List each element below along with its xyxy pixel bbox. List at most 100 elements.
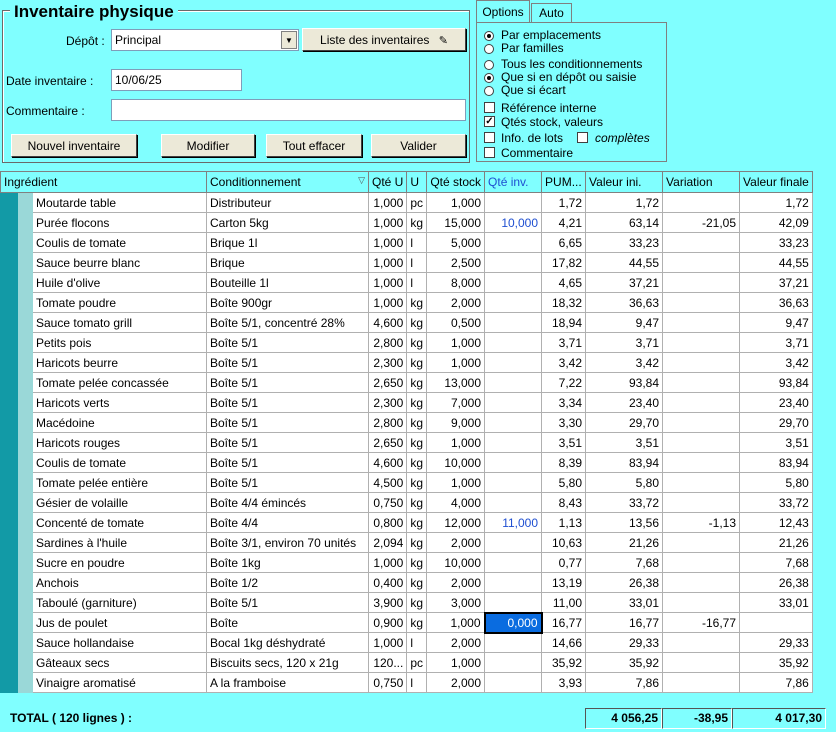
cell-qty-unit: 4,600 [367,452,408,473]
inventory-list-button[interactable]: Liste des inventaires ✎ [302,28,466,51]
cell-inv-qty[interactable] [484,392,543,413]
cell-initial-value: 7,68 [585,552,664,573]
row-indicator-secondary [17,512,33,533]
table-row[interactable]: Coulis de tomate Brique 1l 1,000 l 5,000 6,65… [0,232,813,253]
validate-button[interactable]: Valider [371,134,466,157]
row-indicator-secondary [17,192,33,213]
table-row[interactable]: Gésier de volaille Boîte 4/4 émincés 0,750… [0,492,813,513]
table-row[interactable]: Sucre en poudre Boîte 1kg 1,000 kg 10,000 0,7… [0,552,813,573]
column-header-inv-qty[interactable]: Qté inv. [484,171,543,193]
cell-final-value: 7,68 [739,552,813,573]
clear-all-button[interactable]: Tout effacer [266,134,362,157]
cell-inv-qty[interactable] [484,552,543,573]
table-row[interactable]: Jus de poulet Boîte 0,900 kg 1,000 0,000 16,77… [0,611,813,634]
radio-by-location[interactable] [484,31,494,41]
cell-inv-qty[interactable]: 0,000 [483,611,543,634]
cell-inv-qty[interactable] [484,472,543,493]
table-row[interactable]: Sauce beurre blanc Brique 1,000 l 2,500 17,82… [0,252,813,273]
table-row[interactable]: Coulis de tomate Boîte 5/1 4,600 kg 10,000 8,… [0,452,813,473]
radio-by-family[interactable] [484,44,494,54]
scrollbar[interactable] [828,171,836,693]
cell-qty-unit: 1,000 [367,292,408,313]
table-row[interactable]: Tomate poudre Boîte 900gr 1,000 kg 2,000 18,3… [0,292,813,313]
table-row[interactable]: Haricots verts Boîte 5/1 2,300 kg 7,000 3,34 2… [0,392,813,413]
table-row[interactable]: Haricots beurre Boîte 5/1 2,300 kg 1,000 3,42… [0,352,813,373]
radio-only-gap[interactable] [484,86,494,96]
column-header-unit[interactable]: U [406,171,428,193]
table-row[interactable]: Macédoine Boîte 5/1 2,800 kg 9,000 3,30 29,70 2… [0,412,813,433]
cell-initial-value: 83,94 [585,452,664,473]
table-row[interactable]: Taboulé (garniture) Boîte 5/1 3,900 kg 3,000… [0,592,813,613]
checkbox-internal-ref[interactable] [484,102,495,113]
cell-final-value [739,612,813,633]
cell-inv-qty[interactable] [484,492,543,513]
comment-field[interactable] [111,99,466,121]
table-row[interactable]: Sauce tomato grill Boîte 5/1, concentré 2… [0,312,813,333]
cell-inv-qty[interactable] [484,432,543,453]
chevron-down-icon[interactable]: ▼ [281,31,297,49]
column-header-qty-unit[interactable]: Qté U [367,171,408,193]
edit-button[interactable]: Modifier [161,134,255,157]
cell-inv-qty[interactable] [484,652,543,673]
filter-icon[interactable]: ▽ [358,175,365,185]
radio-only-depot[interactable] [484,73,494,83]
tab-options[interactable]: Options [476,0,530,23]
cell-inv-qty[interactable] [484,192,543,213]
table-row[interactable]: Gâteaux secs Biscuits secs, 120 x 21g 120.… [0,652,813,673]
table-row[interactable]: Concenté de tomate Boîte 4/4 0,800 kg 12,000… [0,512,813,533]
cell-inv-qty[interactable] [484,312,543,333]
cell-inv-qty[interactable] [484,252,543,273]
table-row[interactable]: Purée flocons Carton 5kg 1,000 kg 15,000 10,0… [0,212,813,233]
table-row[interactable]: Sardines à l'huile Boîte 3/1, environ 70 … [0,532,813,553]
table-row[interactable]: Vinaigre aromatisé A la framboise 0,750 l 2,… [0,672,813,693]
column-header-variation[interactable]: Variation [662,171,741,193]
cell-inv-qty[interactable] [484,532,543,553]
cell-inv-qty[interactable] [484,452,543,473]
cell-inv-qty[interactable] [484,412,543,433]
cell-inv-qty[interactable]: 11,000 [484,512,543,533]
cell-inv-qty[interactable] [484,232,543,253]
cell-inv-qty[interactable] [484,672,543,693]
table-row[interactable]: Tomate pelée entière Boîte 5/1 4,500 kg 1,00… [0,472,813,493]
table-row[interactable]: Sauce hollandaise Bocal 1kg déshydraté 1,0… [0,632,813,653]
checkbox-complete[interactable] [577,132,588,143]
column-header-final-value[interactable]: Valeur finale [739,171,813,193]
column-header-packaging[interactable]: Conditionnement ▽ [206,171,369,193]
checkbox-lot-info[interactable] [484,132,495,143]
new-inventory-button[interactable]: Nouvel inventaire [11,134,137,157]
cell-inv-qty[interactable] [484,352,543,373]
cell-final-value: 3,42 [739,352,813,373]
cell-variation: -16,77 [662,612,741,633]
column-header-ingredient[interactable]: Ingrédient [0,171,207,193]
cell-pum: 1,72 [541,192,587,213]
column-header-initial-value[interactable]: Valeur ini. [585,171,664,193]
table-row[interactable]: Haricots rouges Boîte 5/1 2,650 kg 1,000 3,51… [0,432,813,453]
checkbox-stock-qty[interactable]: ✓ [484,116,495,127]
date-field[interactable]: 10/06/25 [111,69,242,91]
depot-select[interactable]: Principal ▼ [111,29,299,51]
cell-final-value: 36,63 [739,292,813,313]
table-row[interactable]: Huile d'olive Bouteille 1l 1,000 l 8,000 4,65… [0,272,813,293]
checkbox-comment[interactable] [484,147,495,158]
column-header-stock-qty[interactable]: Qté stock [426,171,486,193]
cell-inv-qty[interactable] [484,372,543,393]
table-row[interactable]: Tomate pelée concassée Boîte 5/1 2,650 kg 13… [0,372,813,393]
table-row[interactable]: Moutarde table Distributeur 1,000 pc 1,000 1,… [0,192,813,213]
cell-inv-qty[interactable] [484,592,543,613]
column-header-pum[interactable]: PUM... [541,171,587,193]
radio-all-packaging[interactable] [484,60,494,70]
tab-auto[interactable]: Auto [531,3,572,23]
row-indicator-secondary [17,672,33,693]
table-row[interactable]: Petits pois Boîte 5/1 2,800 kg 1,000 3,71 3,71… [0,332,813,353]
cell-inv-qty[interactable]: 10,000 [484,212,543,233]
table-row[interactable]: Anchois Boîte 1/2 0,400 kg 2,000 13,19 26,38 26… [0,572,813,593]
cell-inv-qty[interactable] [484,332,543,353]
cell-inv-qty[interactable] [484,272,543,293]
cell-inv-qty[interactable] [484,632,543,653]
cell-inv-qty[interactable] [484,292,543,313]
cell-variation [662,552,741,573]
cell-qty-unit: 2,300 [367,352,408,373]
cell-final-value: 29,70 [739,412,813,433]
cell-inv-qty[interactable] [484,572,543,593]
cell-stock-qty: 2,500 [426,252,486,273]
